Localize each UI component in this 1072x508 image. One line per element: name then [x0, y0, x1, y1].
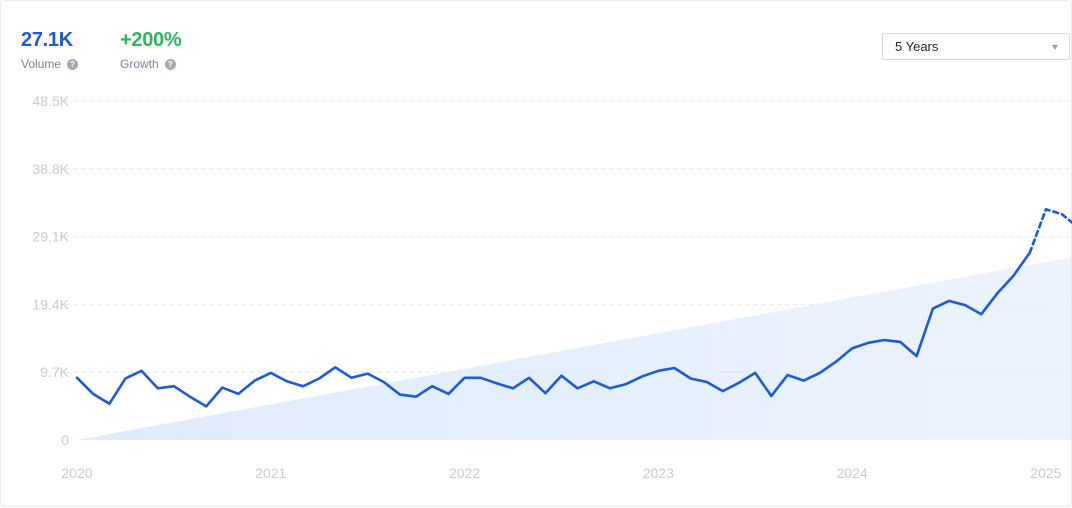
growth-value: +200%	[120, 29, 182, 51]
volume-series-line	[75, 251, 1032, 408]
x-tick-label: 2021	[255, 465, 286, 481]
x-tick-label: 2024	[837, 465, 868, 481]
time-range-value: 5 Years	[895, 39, 939, 54]
y-tick-label: 48.5K	[32, 93, 69, 109]
y-tick-label: 29.1K	[32, 229, 69, 245]
y-tick-label: 19.4K	[32, 296, 69, 312]
volume-label: Volume	[21, 57, 62, 71]
question-circle-icon[interactable]: ?	[164, 58, 176, 70]
trend-area	[77, 257, 1072, 440]
volume-metric: 27.1K Volume ?	[21, 29, 79, 71]
x-tick-label: 2023	[643, 465, 674, 481]
volume-value: 27.1K	[21, 29, 73, 51]
caret-down-icon	[1052, 45, 1058, 50]
forecast-series-line	[1028, 208, 1072, 254]
x-tick-label: 2025	[1030, 465, 1061, 481]
y-tick-label: 38.8K	[32, 161, 69, 177]
y-tick-label: 0	[61, 432, 69, 448]
time-range-select[interactable]: 5 Years	[882, 33, 1070, 60]
question-circle-icon[interactable]: ?	[67, 58, 79, 70]
x-tick-label: 2022	[449, 465, 480, 481]
growth-metric: +200% Growth ?	[120, 29, 182, 71]
growth-label: Growth	[120, 57, 159, 71]
x-tick-label: 2020	[61, 465, 92, 481]
y-tick-label: 9.7K	[40, 364, 69, 380]
